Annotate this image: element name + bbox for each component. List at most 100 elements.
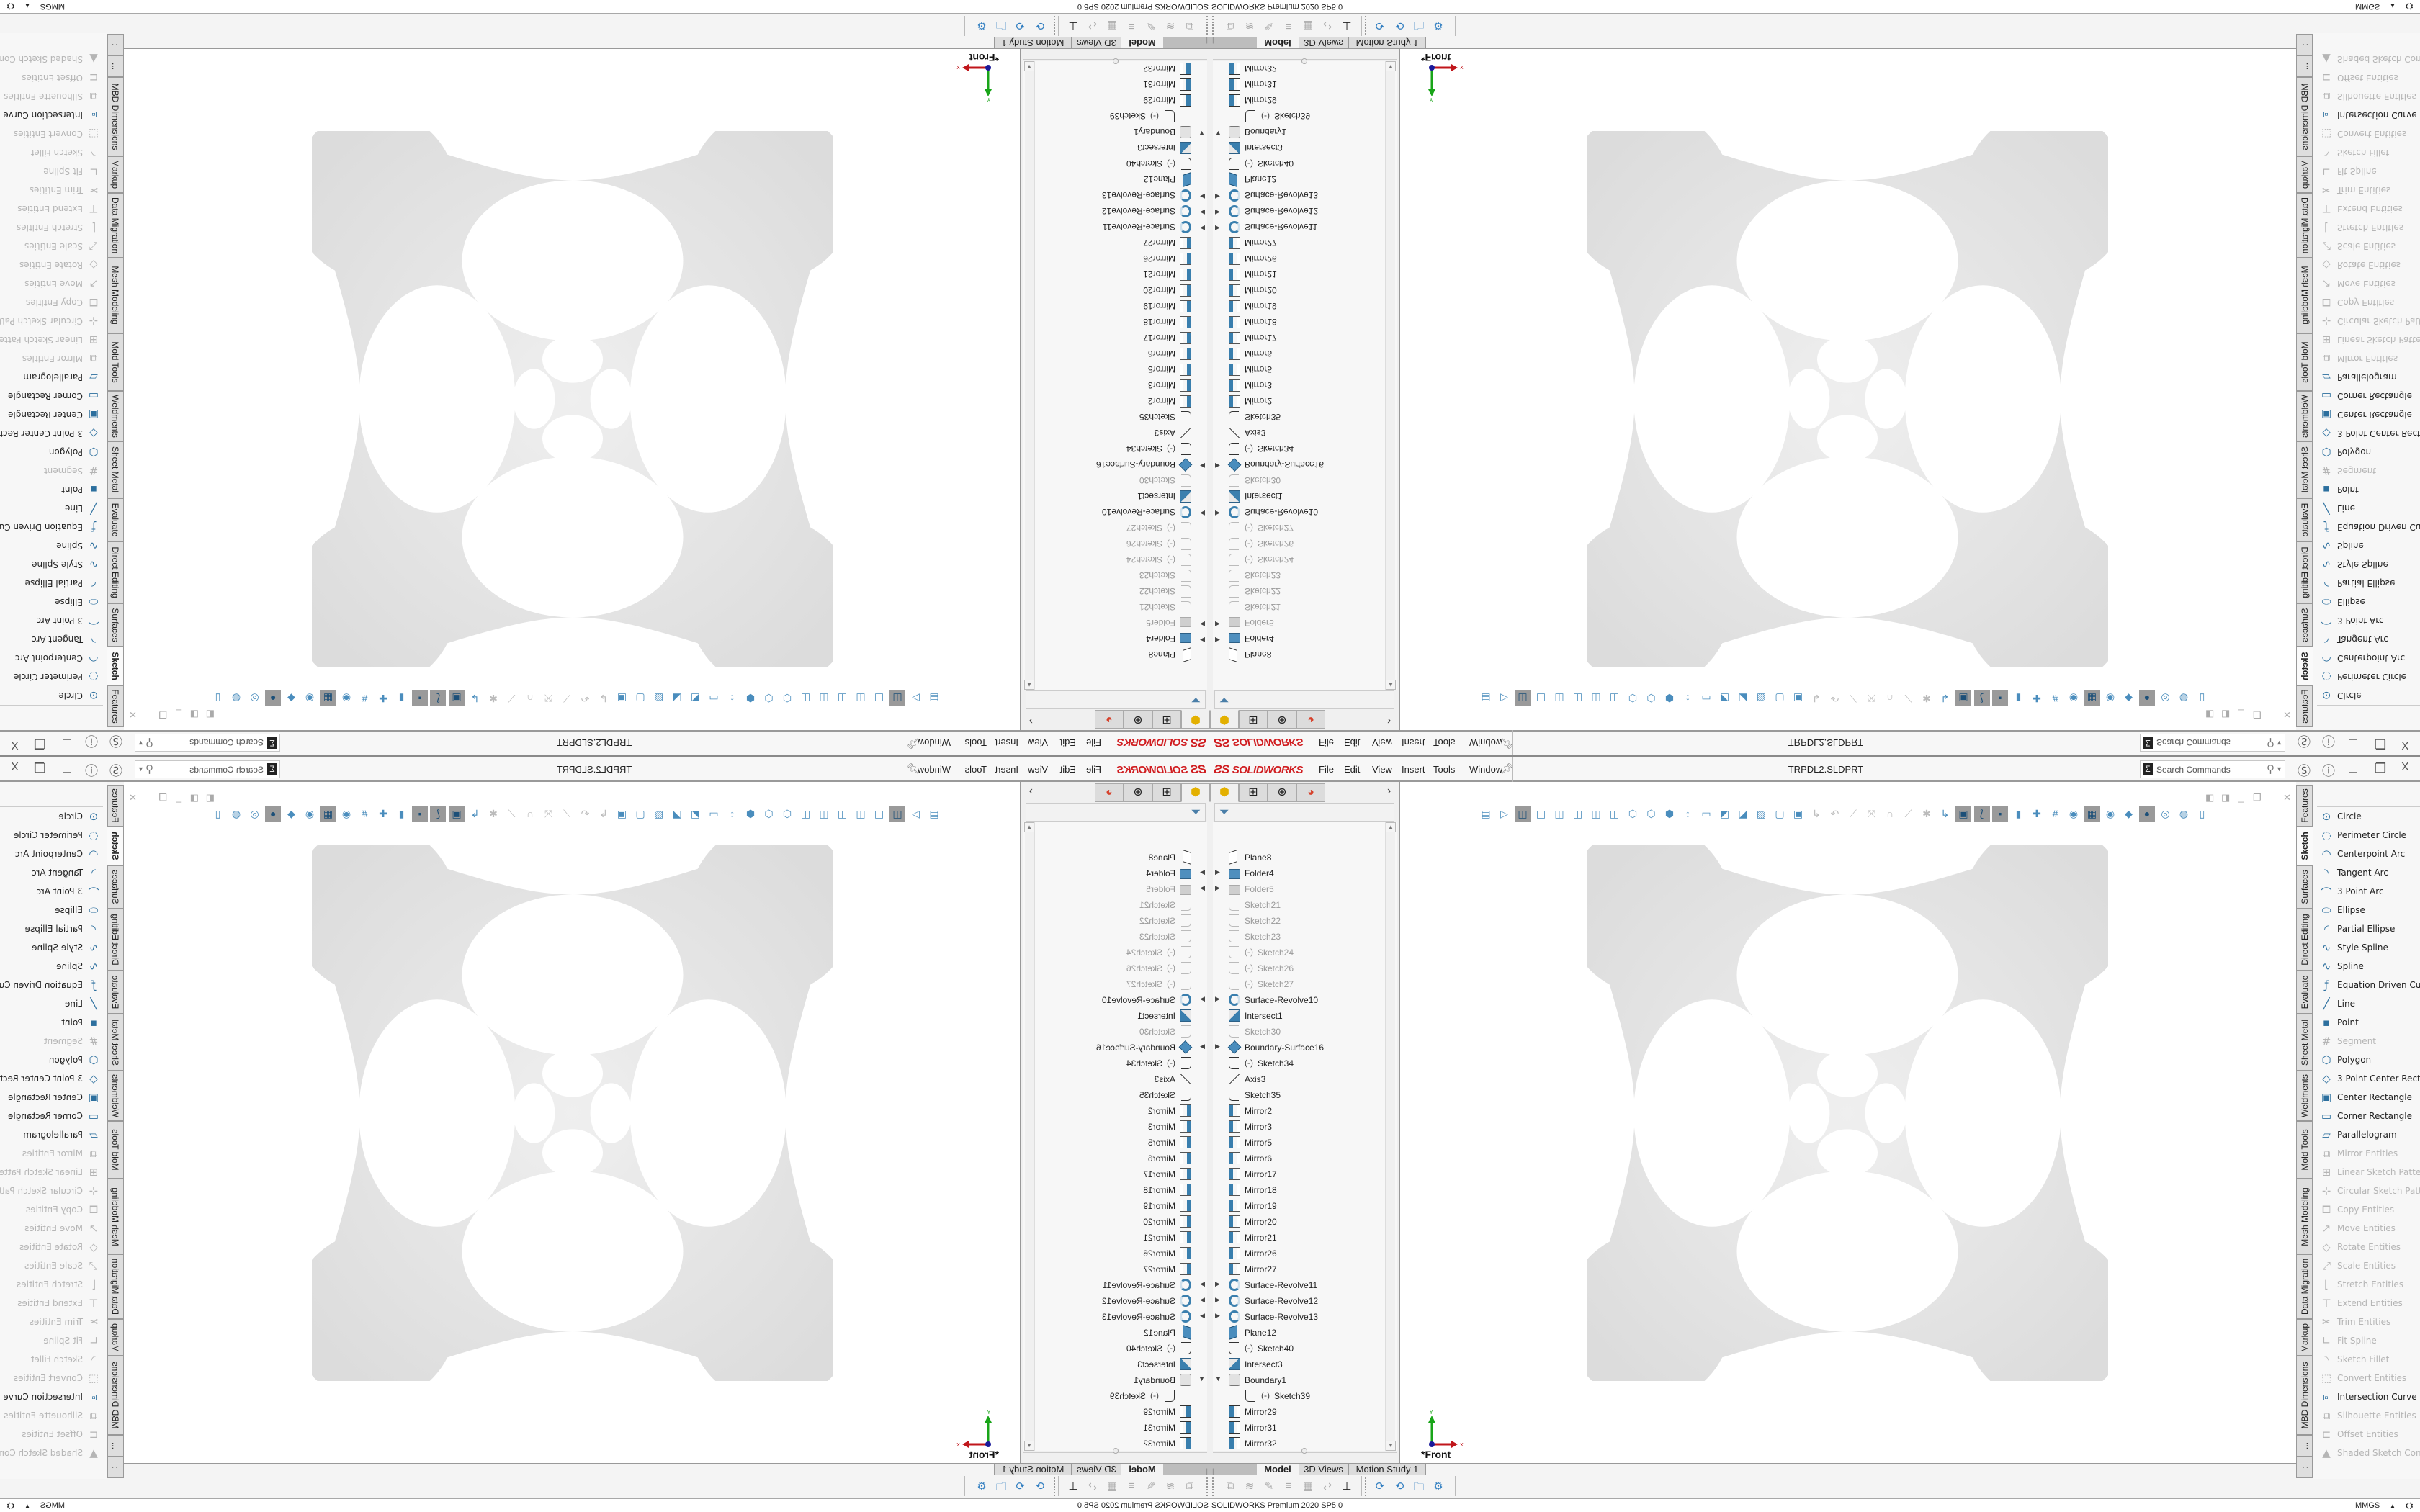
command-sketch-fillet[interactable]: ◝ Sketch Fillet (0, 1351, 107, 1369)
tree-item[interactable]: ▶ Surface-Revolve13 (1213, 1310, 1386, 1324)
restore-view-icon[interactable]: ❐ (2253, 792, 2262, 803)
command-tab-mbd-dimensions[interactable]: MBD Dimensions (2296, 77, 2313, 156)
command-tab-direct-editing[interactable]: Direct Editing (107, 909, 124, 971)
tree-item[interactable]: ▶ Boundary-Surface16 (1034, 1040, 1207, 1055)
command-sketch-fillet[interactable]: ◝ Sketch Fillet (2313, 143, 2420, 161)
color-scale-icon[interactable]: ⊥ (1342, 1480, 1352, 1493)
tree-item[interactable]: Intersect1 (1034, 489, 1207, 503)
command-intersection-curve[interactable]: ⧈ Intersection Curve (0, 1389, 107, 1406)
command-rotate-entities[interactable]: ◇ Rotate Entities (0, 1239, 107, 1256)
model-surface[interactable] (1587, 845, 2108, 1381)
command-rotate-entities[interactable]: ◇ Rotate Entities (0, 256, 107, 273)
layers-icon[interactable]: ≋ (1165, 1480, 1175, 1493)
command-segment[interactable]: # Segment (0, 1033, 107, 1050)
tree-item[interactable]: Sketch22 (1213, 914, 1386, 928)
isometric-icon[interactable]: ⬡ (1628, 693, 1638, 704)
command-tab-evaluate[interactable]: Evaluate (107, 498, 124, 541)
command-tab-surfaces[interactable]: Surfaces (107, 865, 124, 909)
tree-item[interactable]: Plane8 (1213, 647, 1386, 662)
axes-view-icon[interactable]: ✱ (489, 808, 498, 819)
tree-item[interactable]: Mirror31 (1213, 77, 1386, 91)
command-tangent-arc[interactable]: ◝ Tangent Arc (2313, 630, 2420, 647)
tab-feature-manager[interactable]: ⬢ (1210, 783, 1239, 802)
coordinate-icon[interactable]: ◉ (2069, 693, 2079, 704)
command-tab-mbd-dimensions[interactable]: MBD Dimensions (107, 1356, 124, 1435)
command-stretch-entities[interactable]: ⌊ Stretch Entities (2313, 218, 2420, 235)
tree-item[interactable]: Mirror31 (1034, 77, 1207, 91)
command-segment[interactable]: # Segment (0, 462, 107, 479)
tab-scroll-buttons[interactable]: |◀◀▶▶| (1210, 37, 1257, 48)
expand-arrow-icon[interactable]: ▶ (1215, 621, 1220, 628)
gear-icon[interactable]: ⚙ (977, 1480, 987, 1493)
command-circle[interactable]: ⊙ Circle (0, 809, 107, 826)
command-linear-pattern[interactable]: ⊞Linear Sketch Pattern (0, 1164, 107, 1182)
previous-view-icon[interactable]: ▷ (912, 808, 920, 819)
sketch-view-icon[interactable]: ▢ (635, 808, 645, 819)
pin-icon[interactable]: 📌︎ (906, 762, 919, 774)
surfaces-view-icon[interactable]: # (362, 808, 368, 819)
command-scale-entities[interactable]: ⤢ Scale Entities (0, 237, 107, 254)
tree-item[interactable]: Mirror27 (1034, 235, 1207, 250)
axes-view-icon[interactable]: ✱ (1922, 808, 1931, 819)
close-icon[interactable]: X (11, 739, 19, 751)
command-linear-pattern[interactable]: ⊞Linear Sketch Pattern (0, 330, 107, 348)
back-view-icon[interactable]: ◫ (874, 693, 884, 704)
command-tab-data-migration[interactable]: Data Migration (107, 193, 124, 258)
tree-item[interactable]: (-) Sketch24 (1034, 945, 1207, 960)
units-selector[interactable]: MMGS (40, 2, 65, 11)
dimetric-icon[interactable]: ⬢ (1664, 693, 1675, 704)
menu-edit[interactable]: Edit (1344, 764, 1361, 775)
command-tab-sheet-metal[interactable]: Sheet Metal (107, 1014, 124, 1071)
command-tab-features[interactable]: Features (107, 785, 124, 827)
sketch-view-icon[interactable]: ▢ (1775, 693, 1785, 704)
toolbar-grip[interactable] (1053, 1477, 1055, 1496)
planes-view-icon[interactable]: ▣ (449, 806, 465, 822)
command-trim-entities[interactable]: ✂ Trim Entities (0, 1314, 107, 1331)
tree-item[interactable]: Intersect1 (1034, 1009, 1207, 1023)
tree-scrollbar[interactable]: ▲ ▼ (1385, 822, 1396, 1451)
tree-item[interactable]: ▶ Surface-Revolve12 (1213, 204, 1386, 218)
command-style-spline[interactable]: ∿ Style Spline (0, 940, 107, 957)
tree-item[interactable]: Mirror3 (1213, 1120, 1386, 1134)
chevron-down-icon[interactable]: ▼ (138, 739, 144, 747)
planes-view-icon[interactable]: ▣ (449, 690, 465, 706)
normal-to-icon[interactable]: ↕ (1685, 693, 1690, 704)
command-move-entities[interactable]: ↗ Move Entities (2313, 274, 2420, 292)
tree-item[interactable]: Mirror19 (1034, 299, 1207, 313)
right-view-icon[interactable]: ◫ (1572, 693, 1583, 704)
gear-icon[interactable]: ⚙ (1433, 1480, 1443, 1493)
command-line[interactable]: ╱ Line (0, 996, 107, 1013)
bottom-view-icon[interactable]: ◫ (800, 693, 811, 704)
normal-to-icon[interactable]: ↕ (730, 808, 735, 819)
minimize-view-icon[interactable]: _ (2238, 792, 2244, 803)
tab-scroll-buttons[interactable]: |◀◀▶▶| (1210, 1464, 1257, 1475)
close-view-icon[interactable]: ✕ (2283, 709, 2291, 720)
origin-icon[interactable]: ↳ (1812, 693, 1821, 704)
pin-icon[interactable]: 📌︎ (1501, 762, 1514, 774)
command-fit-spline[interactable]: ∟ Fit Spline (0, 1333, 107, 1350)
chevron-right-icon[interactable]: › (1028, 715, 1033, 727)
axes-view-icon[interactable]: ✱ (1922, 693, 1931, 704)
3d-sketch-icon[interactable]: ▣ (617, 808, 627, 819)
layers-icon[interactable]: ≋ (1245, 1480, 1255, 1493)
command-trim-entities[interactable]: ✂ Trim Entities (2313, 1314, 2420, 1331)
expand-arrow-icon[interactable]: ▶ (1215, 209, 1220, 216)
sheet-icon[interactable]: ⧉ (1226, 1480, 1234, 1492)
minimize-view-icon[interactable]: _ (2238, 709, 2244, 720)
tree-item[interactable]: Mirror31 (1213, 1421, 1386, 1435)
command-point[interactable]: ▪ Point (2313, 1014, 2420, 1032)
tree-item[interactable]: Plane8 (1213, 850, 1386, 865)
search-commands-input[interactable]: Σ Search Commands ⚲ ▼ (2140, 734, 2285, 752)
command-polygon[interactable]: ⬡ Polygon (0, 443, 107, 460)
tree-item[interactable]: ▶ Folder4 (1213, 866, 1386, 881)
tree-item[interactable]: Sketch21 (1213, 898, 1386, 912)
command-tab-sketch[interactable]: Sketch (2296, 647, 2313, 685)
tree-item[interactable]: Mirror6 (1213, 1151, 1386, 1166)
origin-icon[interactable]: ↳ (599, 693, 608, 704)
update-icon[interactable]: ⟲ (1394, 19, 1404, 32)
scroll-down-icon[interactable]: ▼ (1024, 1441, 1034, 1451)
grid-view-icon[interactable]: ▦ (2084, 690, 2100, 706)
restore-icon[interactable]: ❐ (33, 761, 45, 775)
tree-item[interactable]: Mirror2 (1213, 394, 1386, 408)
